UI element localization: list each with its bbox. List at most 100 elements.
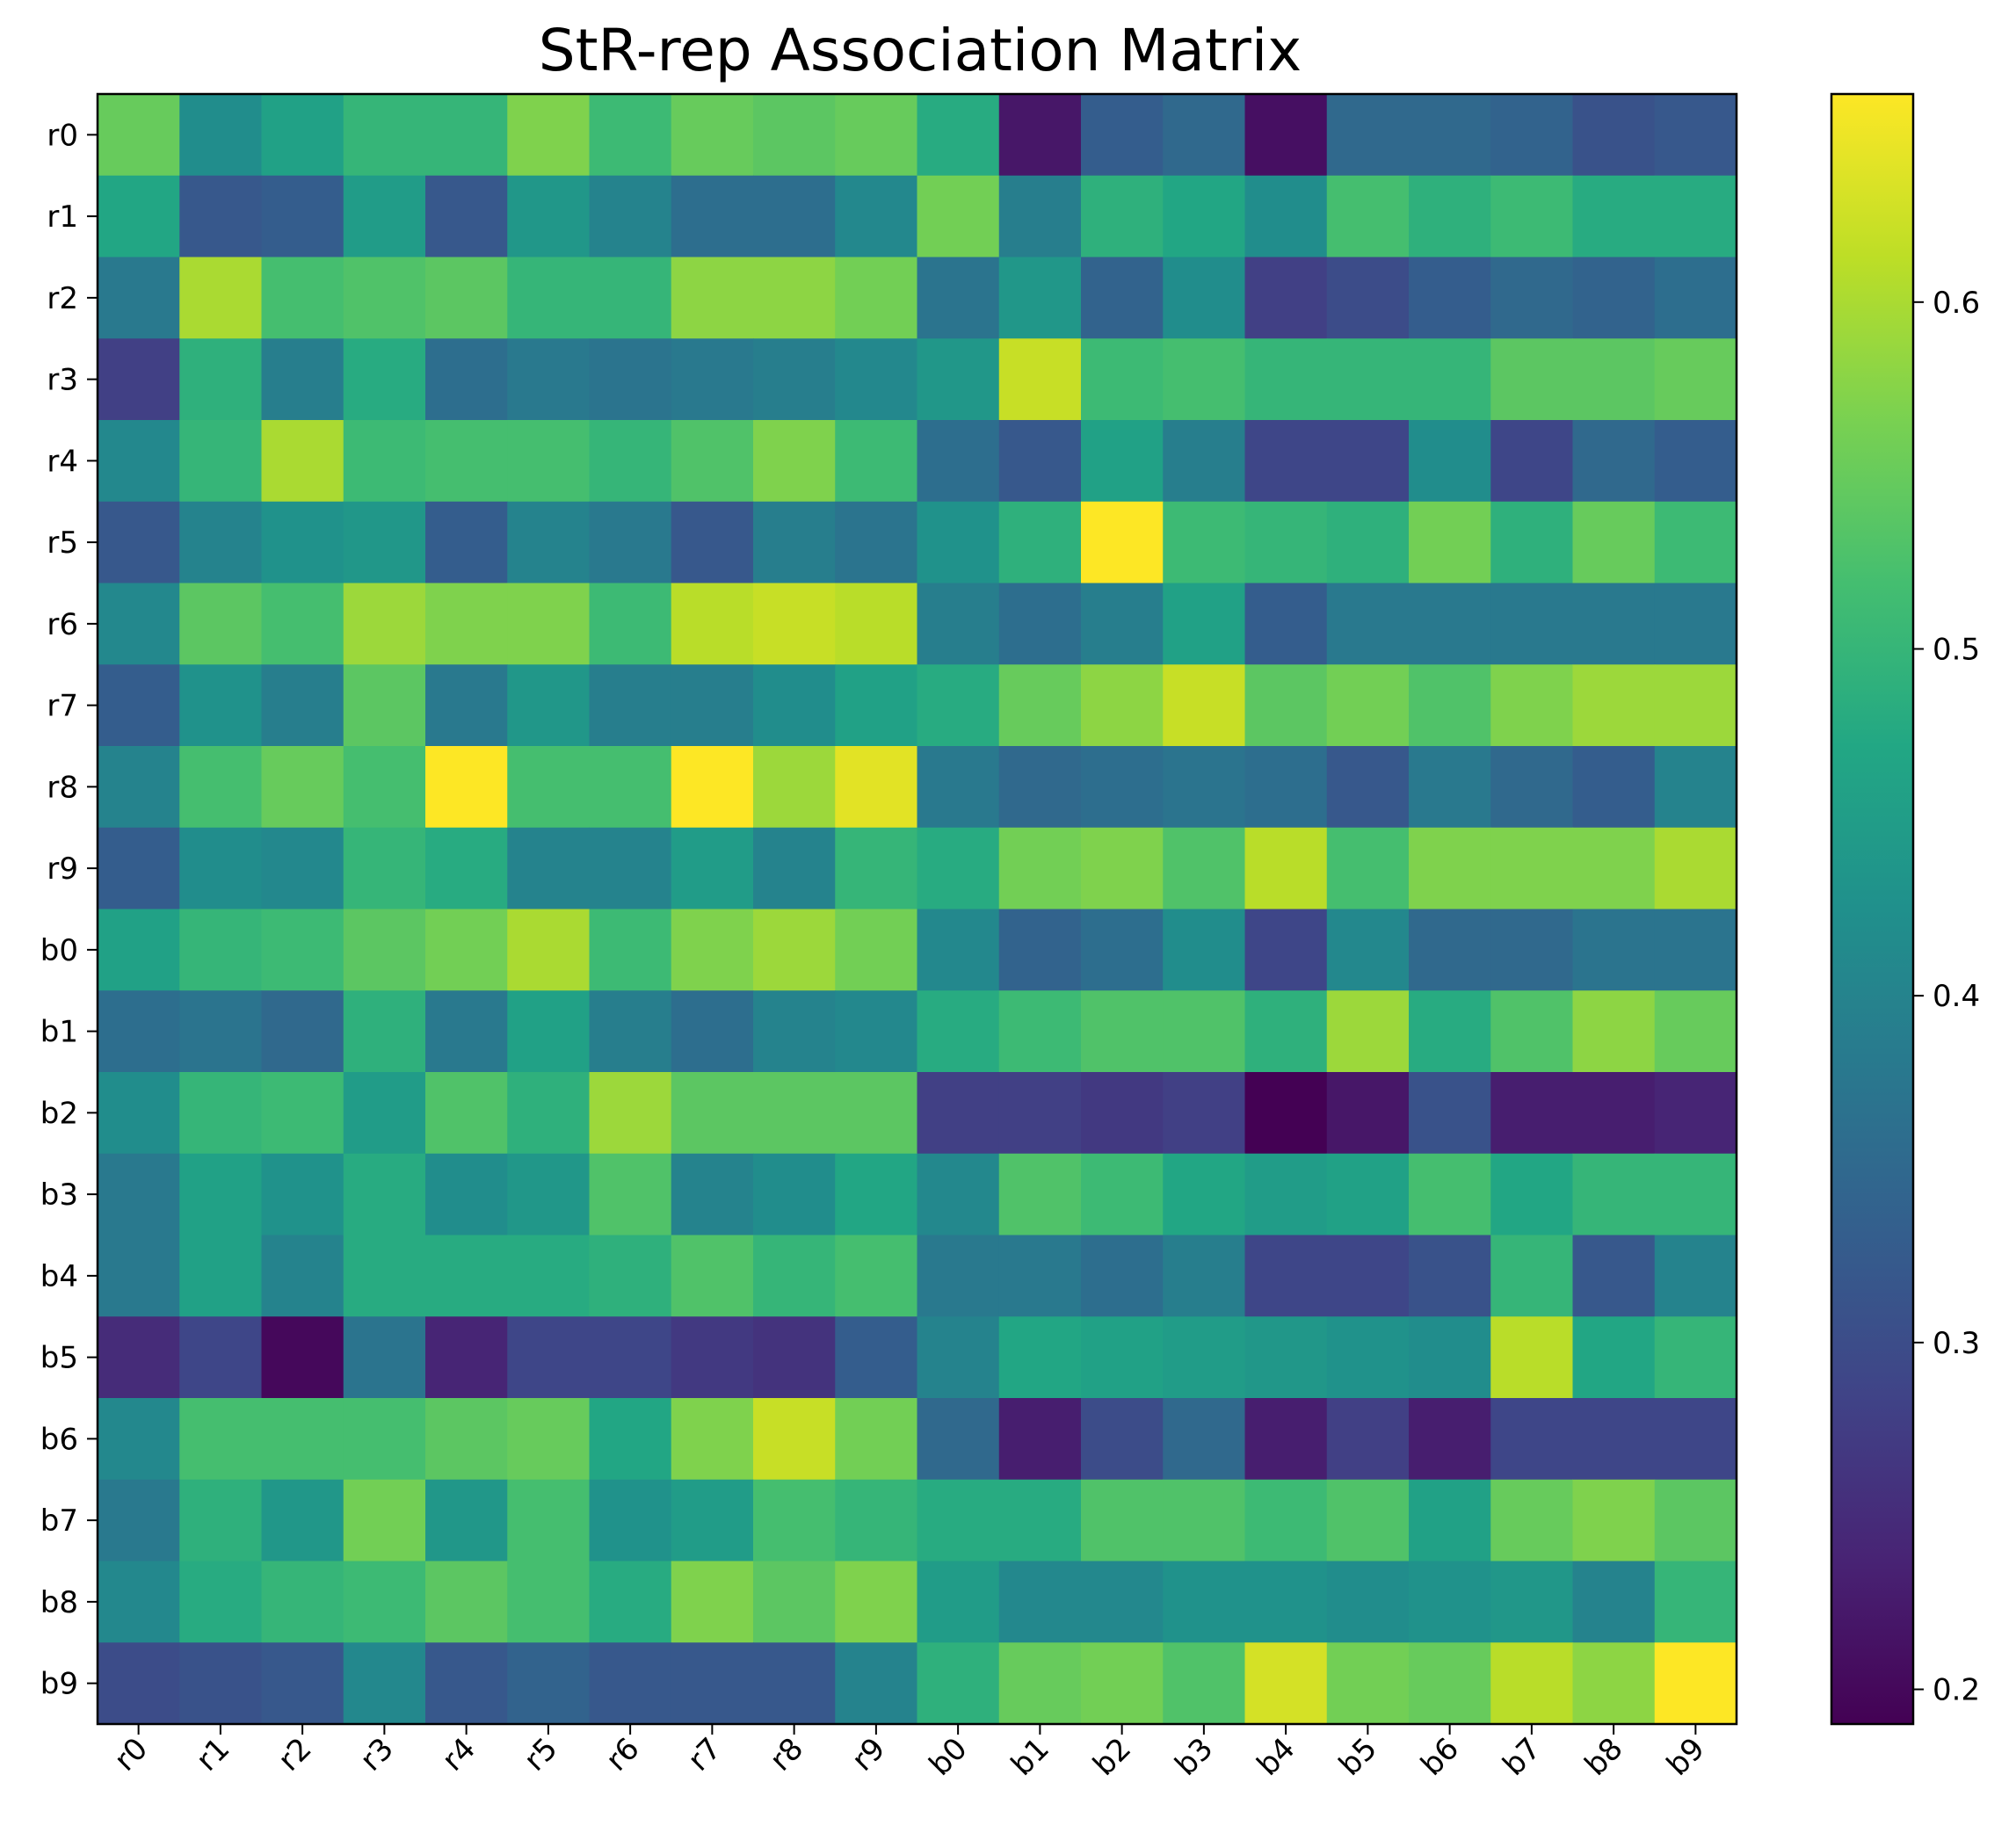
heatmap-cell [1244, 338, 1328, 421]
heatmap-cell [1326, 909, 1410, 991]
y-tick-label: r5 [47, 525, 78, 561]
heatmap-cell [261, 94, 344, 177]
heatmap-cell [1490, 175, 1574, 258]
heatmap-cell [835, 664, 918, 747]
heatmap-cell [671, 1479, 754, 1562]
heatmap-cell [998, 420, 1082, 503]
heatmap-cell [425, 1642, 508, 1725]
heatmap-cell [1409, 1479, 1491, 1562]
heatmap-cell [835, 1561, 918, 1643]
heatmap-cell [179, 338, 263, 421]
heatmap-cell [753, 257, 836, 339]
heatmap-cell [917, 1153, 1000, 1236]
heatmap-cell [1326, 501, 1410, 584]
heatmap-cell [671, 501, 754, 584]
heatmap-cell [98, 827, 180, 910]
heatmap-cell [1244, 420, 1328, 503]
heatmap-cell [343, 420, 426, 503]
heatmap-cell [507, 338, 591, 421]
heatmap-cell [1326, 94, 1410, 177]
heatmap-cell [998, 1072, 1082, 1155]
heatmap-cell [589, 1479, 672, 1562]
x-tick-label: r6 [599, 1731, 646, 1778]
heatmap-cell [1244, 1398, 1328, 1481]
heatmap-cell [1654, 175, 1737, 258]
heatmap-cell [1326, 1479, 1410, 1562]
heatmap-cell [261, 501, 344, 584]
x-tick-label: r9 [845, 1731, 892, 1778]
heatmap-cell [753, 827, 836, 910]
heatmap-cell [671, 827, 754, 910]
heatmap-cell [1409, 1398, 1491, 1481]
heatmap-cell [671, 94, 754, 177]
heatmap-cell [1409, 257, 1491, 339]
heatmap-cell [1572, 1235, 1656, 1317]
y-tick-label: r6 [47, 607, 78, 642]
heatmap-cell [98, 338, 180, 421]
heatmap-cell [261, 909, 344, 991]
heatmap-cell [589, 338, 672, 421]
heatmap-cell [1409, 909, 1491, 991]
heatmap-cell [835, 1235, 918, 1317]
heatmap-cell [1081, 420, 1164, 503]
heatmap-cell [671, 257, 754, 339]
heatmap-cell [1654, 827, 1737, 910]
heatmap-cell [425, 1561, 508, 1643]
heatmap-cell [261, 1153, 344, 1236]
colorbar: 0.2 0.3 0.4 0.5 0.6 [1830, 92, 1980, 1726]
heatmap-cell [1572, 257, 1656, 339]
heatmap-cell [1326, 1235, 1410, 1317]
heatmap-cell [98, 1072, 180, 1155]
heatmap-cell [261, 1398, 344, 1481]
heatmap-cell [1244, 827, 1328, 910]
heatmap-cell [671, 583, 754, 665]
heatmap-cell [998, 990, 1082, 1073]
heatmap-cell [179, 175, 263, 258]
heatmap-cell [589, 746, 672, 829]
y-tick-label: b7 [40, 1503, 78, 1539]
x-tick-label: r7 [681, 1731, 728, 1778]
heatmap-cell [753, 909, 836, 991]
heatmap-cell [1081, 1642, 1164, 1725]
heatmap-cell [179, 1316, 263, 1399]
heatmap-cell [589, 175, 672, 258]
heatmap-cell [671, 1642, 754, 1725]
heatmap-cell [343, 257, 426, 339]
heatmap-cell [1572, 746, 1656, 829]
y-axis: r0 r1 r2 r3 r4 r5 r6 r7 r8 r9 b0 b1 b2 b3 b4 b5 b6 b7 b8 b9 [40, 118, 98, 1702]
heatmap-cell [917, 1316, 1000, 1399]
heatmap-cell [261, 175, 344, 258]
heatmap-cell [671, 990, 754, 1073]
heatmap-cell [425, 583, 508, 665]
heatmap-cell [1163, 1072, 1246, 1155]
heatmap-cell [1409, 1316, 1491, 1399]
heatmap-cell [507, 420, 591, 503]
heatmap-cell [507, 257, 591, 339]
heatmap-cell [343, 1153, 426, 1236]
heatmap-cell [425, 420, 508, 503]
x-tick-label: b2 [1086, 1731, 1138, 1783]
plot-frame [96, 92, 1738, 1726]
heatmap-cell [1081, 1479, 1164, 1562]
heatmap-cell [343, 1235, 426, 1317]
heatmap-cell [1490, 664, 1574, 747]
heatmap-cell [753, 583, 836, 665]
heatmap-cell [98, 257, 180, 339]
y-tick-label: b1 [40, 1015, 78, 1050]
heatmap-cell [507, 1398, 591, 1481]
heatmap-cell [1081, 257, 1164, 339]
heatmap-cell [1572, 1072, 1656, 1155]
heatmap-cell [1244, 1153, 1328, 1236]
heatmap-cell [507, 827, 591, 910]
colorbar-tick-label: 0.5 [1933, 632, 1980, 667]
heatmap-cell [589, 990, 672, 1073]
heatmap-cell [1244, 1316, 1328, 1399]
heatmap-cell [753, 94, 836, 177]
heatmap-cell [671, 1072, 754, 1155]
heatmap-cell [1163, 827, 1246, 910]
heatmap-cell [425, 257, 508, 339]
heatmap-cell [1163, 94, 1246, 177]
heatmap-cell [343, 94, 426, 177]
heatmap-cell [835, 1398, 918, 1481]
heatmap-cell [917, 94, 1000, 177]
